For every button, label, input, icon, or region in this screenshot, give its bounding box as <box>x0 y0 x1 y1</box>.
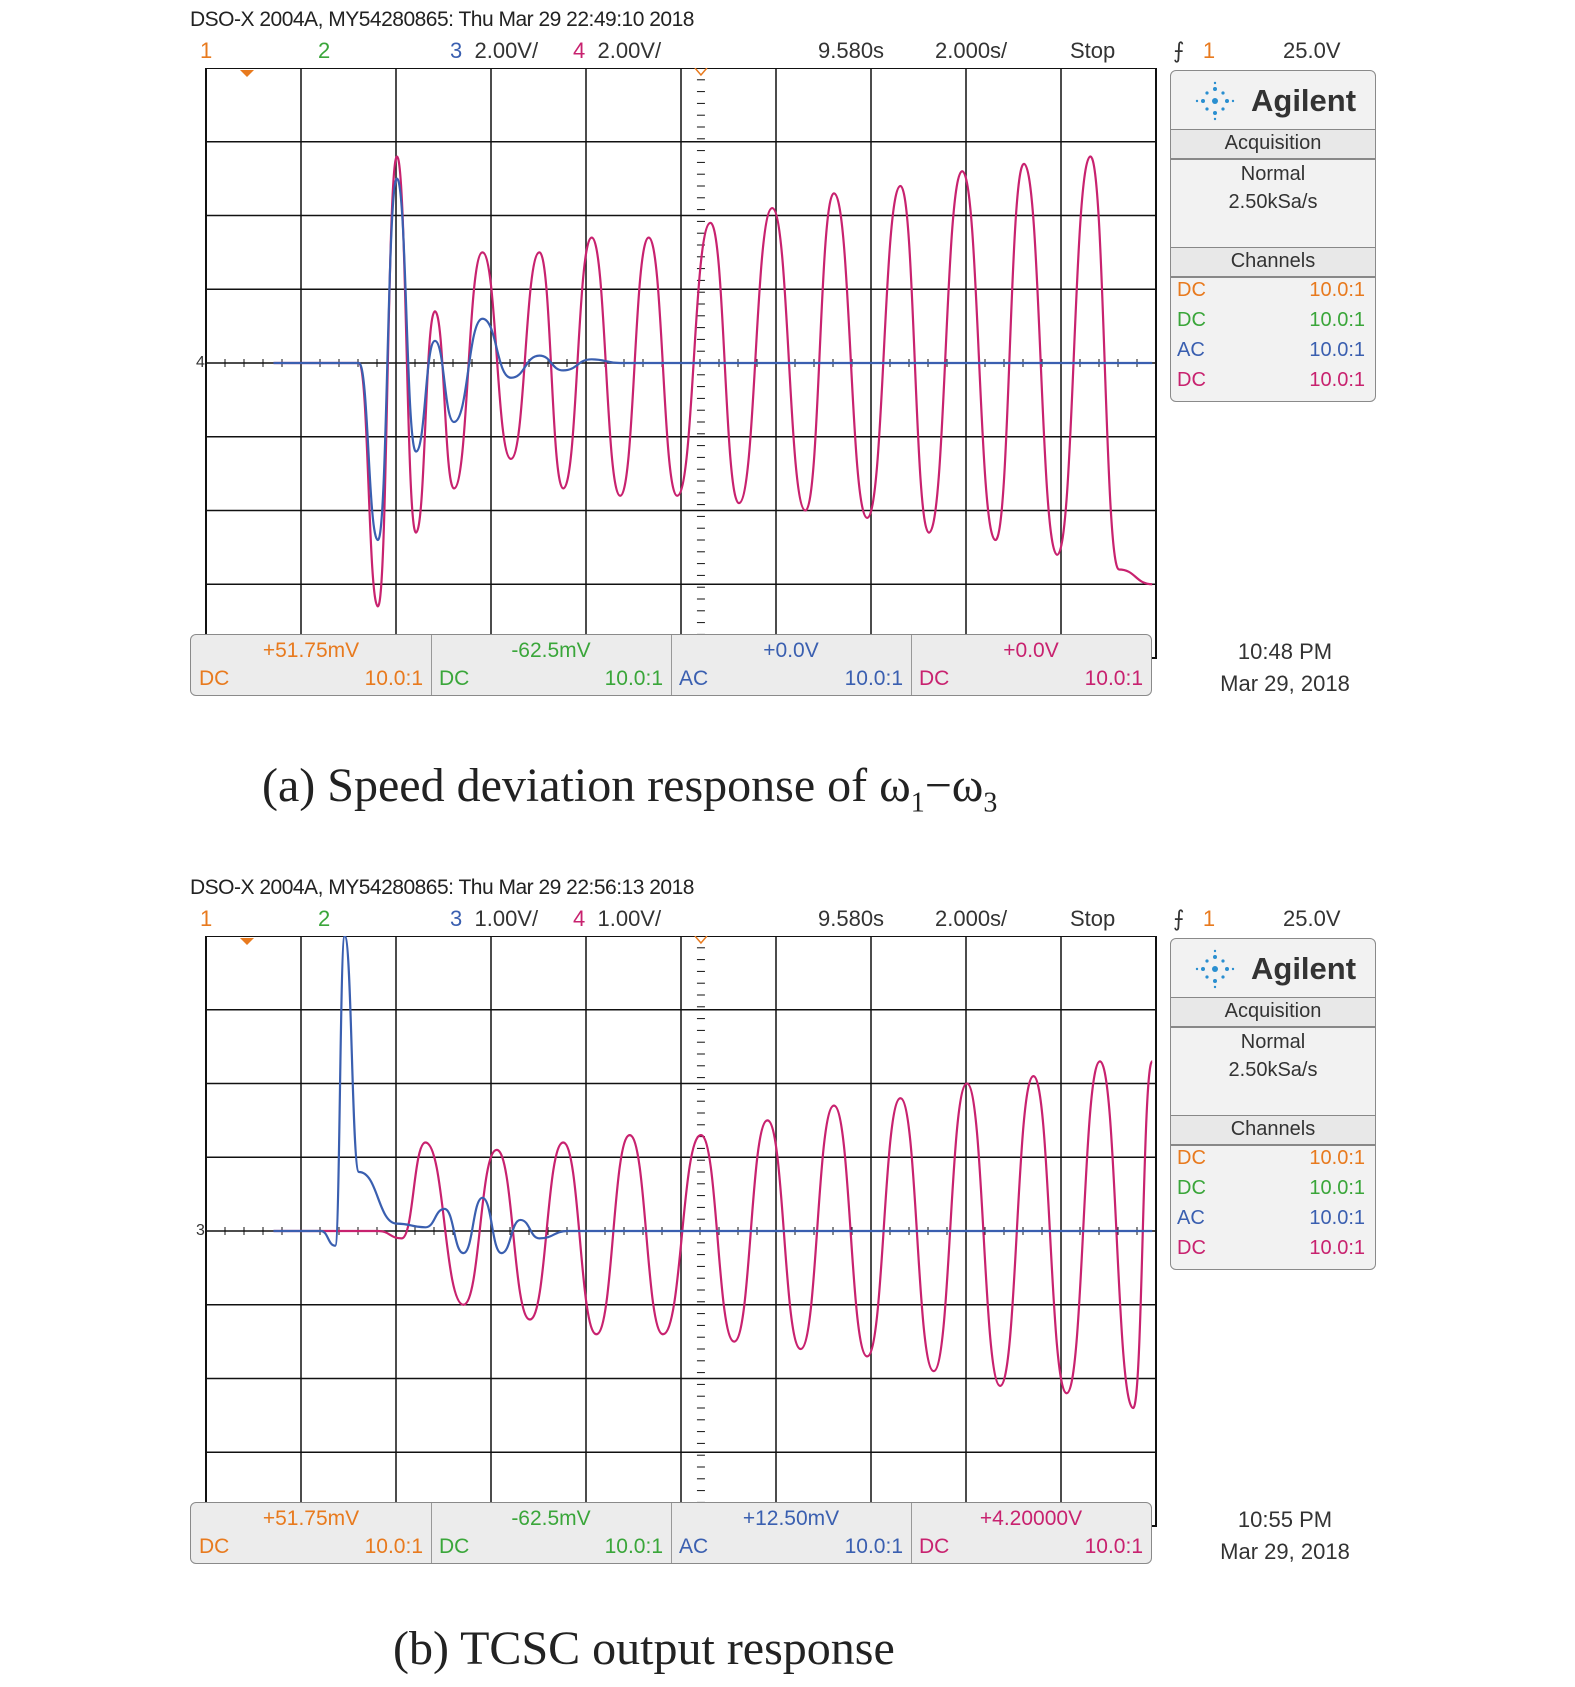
scope-header: DSO-X 2004A, MY54280865: Thu Mar 29 22:4… <box>190 8 694 31</box>
trace-ch3 <box>273 177 1153 542</box>
channel-offset-bar: +51.75mV DC 10.0:1 -62.5mV DC 10.0:1 +0.0V AC… <box>190 634 1152 696</box>
caption-b: (b) TCSC output response <box>393 1622 895 1675</box>
offset-cell-ch1[interactable]: +51.75mV DC 10.0:1 <box>191 1503 432 1563</box>
ch2-label[interactable]: 2 <box>318 38 331 63</box>
channel-row-2[interactable]: DC 10.0:1 <box>1177 1177 1365 1199</box>
channel-row-3[interactable]: AC 10.0:1 <box>1177 1207 1365 1229</box>
side-panel: Agilent Acquisition Normal 2.50kSa/s Cha… <box>1170 70 1376 402</box>
channel-row-2[interactable]: DC 10.0:1 <box>1177 309 1365 331</box>
scope-screenshot-b: DSO-X 2004A, MY54280865: Thu Mar 29 22:5… <box>190 876 1410 1636</box>
trigger-level[interactable]: 25.0V <box>1283 906 1341 931</box>
offset-cell-ch3[interactable]: +12.50mV AC 10.0:1 <box>671 1503 912 1563</box>
delay-marker <box>694 936 708 945</box>
agilent-spark-icon <box>1195 949 1235 989</box>
waveform-display[interactable]: 3 <box>196 936 1166 1536</box>
scope-header: DSO-X 2004A, MY54280865: Thu Mar 29 22:5… <box>190 876 694 899</box>
offset-cell-ch4[interactable]: +0.0V DC 10.0:1 <box>919 639 1143 690</box>
trigger-edge-icon: ⨍ <box>1173 38 1185 63</box>
trigger-point-marker <box>240 938 254 945</box>
ch3-scale[interactable]: 3 2.00V/ <box>450 38 539 63</box>
trigger-point-marker <box>240 70 254 77</box>
agilent-spark-icon <box>1195 81 1235 121</box>
acquisition-header[interactable]: Acquisition <box>1171 129 1375 160</box>
channel-row-3[interactable]: AC 10.0:1 <box>1177 339 1365 361</box>
timebase[interactable]: 2.000s/ <box>935 906 1008 931</box>
delay-marker <box>694 68 708 77</box>
waveform-display[interactable]: 4 <box>196 68 1166 668</box>
ch1-label[interactable]: 1 <box>200 906 213 931</box>
trigger-info[interactable]: ⨍ 1 <box>1173 38 1216 63</box>
offset-cell-ch3[interactable]: +0.0V AC 10.0:1 <box>671 635 912 695</box>
channel-row-4[interactable]: DC 10.0:1 <box>1177 1237 1365 1259</box>
trace-ch4 <box>273 1060 1154 1410</box>
channel-row-1[interactable]: DC 10.0:1 <box>1177 279 1365 301</box>
offset-cell-ch2[interactable]: -62.5mV DC 10.0:1 <box>431 635 672 695</box>
channel-row-1[interactable]: DC 10.0:1 <box>1177 1147 1365 1169</box>
ch3-scale[interactable]: 3 1.00V/ <box>450 906 539 931</box>
acquisition-mode: Normal <box>1240 163 1306 185</box>
channel-offset-bar: +51.75mV DC 10.0:1 -62.5mV DC 10.0:1 +12.50m… <box>190 1502 1152 1564</box>
ground-marker: 3 <box>196 1222 205 1239</box>
trigger-info[interactable]: ⨍ 1 <box>1173 906 1216 931</box>
run-state[interactable]: Stop <box>1070 38 1116 63</box>
horizontal-delay[interactable]: 9.580s <box>818 906 885 931</box>
trace-ch3 <box>273 936 1153 1255</box>
acquisition-header[interactable]: Acquisition <box>1171 997 1375 1028</box>
clock: 10:48 PM Mar 29, 2018 <box>1220 639 1350 696</box>
trigger-edge-icon: ⨍ <box>1173 906 1185 931</box>
ch4-scale[interactable]: 4 1.00V/ <box>573 906 662 931</box>
offset-cell-ch2[interactable]: -62.5mV DC 10.0:1 <box>431 1503 672 1563</box>
channels-header[interactable]: Channels <box>1171 1115 1375 1146</box>
scope-screenshot-a: DSO-X 2004A, MY54280865: Thu Mar 29 22:4… <box>190 8 1410 768</box>
channel-row-4[interactable]: DC 10.0:1 <box>1177 369 1365 391</box>
horizontal-delay[interactable]: 9.580s <box>818 38 885 63</box>
trigger-level[interactable]: 25.0V <box>1283 38 1341 63</box>
sample-rate: 2.50kSa/s <box>1228 1059 1318 1081</box>
agilent-logo: Agilent <box>1171 71 1375 131</box>
ch2-label[interactable]: 2 <box>318 906 331 931</box>
ch1-label[interactable]: 1 <box>200 38 213 63</box>
agilent-logo: Agilent <box>1171 939 1375 999</box>
clock: 10:55 PM Mar 29, 2018 <box>1220 1507 1350 1564</box>
trace-ch4 <box>273 155 1153 608</box>
channels-header[interactable]: Channels <box>1171 247 1375 278</box>
offset-cell-ch4[interactable]: +4.20000V DC 10.0:1 <box>919 1507 1143 1558</box>
ch4-scale[interactable]: 4 2.00V/ <box>573 38 662 63</box>
timebase[interactable]: 2.000s/ <box>935 38 1008 63</box>
acquisition-mode: Normal <box>1240 1031 1306 1053</box>
ground-marker: 4 <box>196 354 205 371</box>
caption-a: (a) Speed deviation response of ω1−ω3 <box>262 759 998 819</box>
sample-rate: 2.50kSa/s <box>1228 191 1318 213</box>
offset-cell-ch1[interactable]: +51.75mV DC 10.0:1 <box>191 635 432 695</box>
side-panel: Agilent Acquisition Normal 2.50kSa/s Cha… <box>1170 938 1376 1270</box>
run-state[interactable]: Stop <box>1070 906 1116 931</box>
